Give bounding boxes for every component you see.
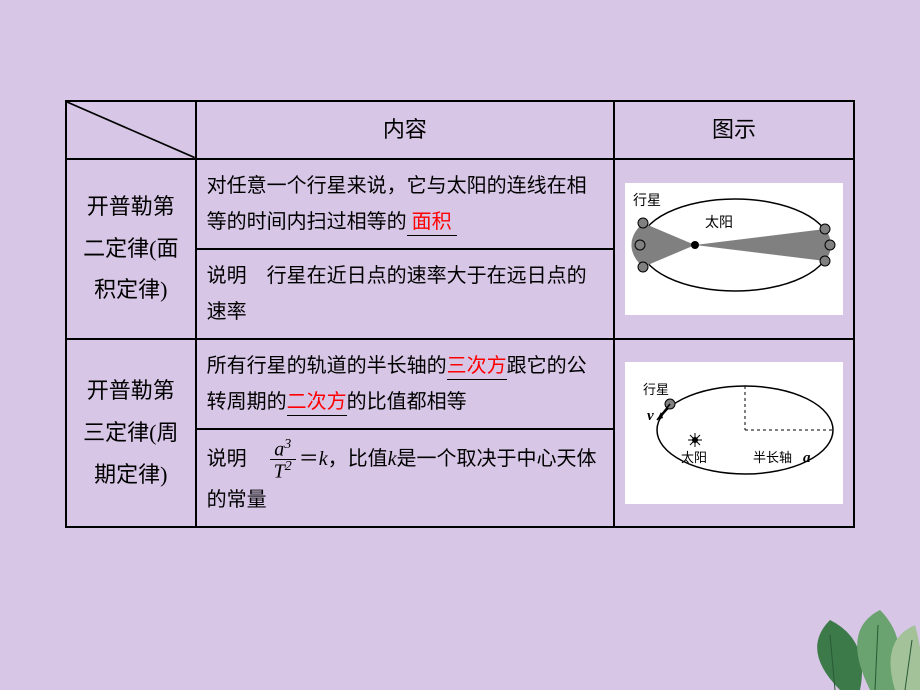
header-content: 内容: [196, 101, 614, 159]
frac-den-sup: 2: [285, 459, 292, 474]
header-row: 内容 图示: [66, 101, 854, 159]
header-diagram: 图示: [614, 101, 854, 159]
corner-cell: [66, 101, 196, 159]
row3-diagram: 太阳 行星 v 半长轴 a: [614, 339, 854, 527]
svg-text:a: a: [803, 450, 811, 466]
kepler2-figure: 行星 太阳: [625, 183, 843, 315]
row2-label: 开普勒第二定律(面积定律): [66, 159, 196, 339]
row3-explain: 说明 a3T2＝k，比值k是一个取决于中心天体的常量: [196, 429, 614, 527]
eq: ＝: [299, 447, 319, 469]
svg-text:半长轴: 半长轴: [753, 450, 792, 465]
row3-blank2: 二次方: [287, 389, 347, 416]
frac-den: T: [274, 461, 285, 483]
row2-blank-text: 面积: [412, 211, 452, 233]
row2-blank: 面积: [407, 209, 457, 236]
table-row: 开普勒第二定律(面积定律) 对任意一个行星来说，它与太阳的连线在相等的时间内扫过…: [66, 159, 854, 249]
row3-t1: 所有行星的轨道的半长轴的: [207, 355, 447, 377]
leaf-decoration: [740, 570, 920, 690]
row3-label: 开普勒第三定律(周期定律): [66, 339, 196, 527]
row3-t3: 的比值都相等: [347, 391, 467, 413]
row3-blank1: 三次方: [447, 353, 507, 380]
row3-content1: 所有行星的轨道的半长轴的三次方跟它的公转周期的二次方的比值都相等: [196, 339, 614, 429]
kepler3-figure: 太阳 行星 v 半长轴 a: [625, 362, 843, 504]
table-row: 开普勒第三定律(周期定律) 所有行星的轨道的半长轴的三次方跟它的公转周期的二次方…: [66, 339, 854, 429]
row2-explain: 说明 行星在近日点的速率大于在远日点的速率: [196, 249, 614, 339]
frac-num-sup: 3: [284, 437, 291, 452]
row2-content1: 对任意一个行星来说，它与太阳的连线在相等的时间内扫过相等的面积: [196, 159, 614, 249]
table: 内容 图示 开普勒第二定律(面积定律) 对任意一个行星来说，它与太阳的连线在相等…: [65, 100, 855, 528]
row3-blank2-text: 二次方: [287, 391, 347, 413]
label-planet: 行星: [633, 193, 661, 209]
row3-exp-pre: 说明: [207, 447, 267, 469]
k1: k: [319, 447, 328, 469]
k2: k: [388, 447, 397, 469]
kepler-table: 内容 图示 开普勒第二定律(面积定律) 对任意一个行星来说，它与太阳的连线在相等…: [65, 100, 855, 528]
label-sun: 太阳: [705, 215, 733, 231]
svg-text:太阳: 太阳: [681, 450, 707, 465]
row3-exp-mid: ，比值: [328, 447, 388, 469]
row2-text-before: 对任意一个行星来说，它与太阳的连线在相等的时间内扫过相等的: [207, 175, 587, 233]
svg-text:v: v: [647, 408, 654, 424]
row3-blank1-text: 三次方: [447, 355, 507, 377]
row2-diagram: 行星 太阳: [614, 159, 854, 339]
fraction: a3 T2: [270, 438, 296, 482]
frac-num: a: [274, 438, 284, 460]
svg-text:行星: 行星: [643, 382, 669, 397]
